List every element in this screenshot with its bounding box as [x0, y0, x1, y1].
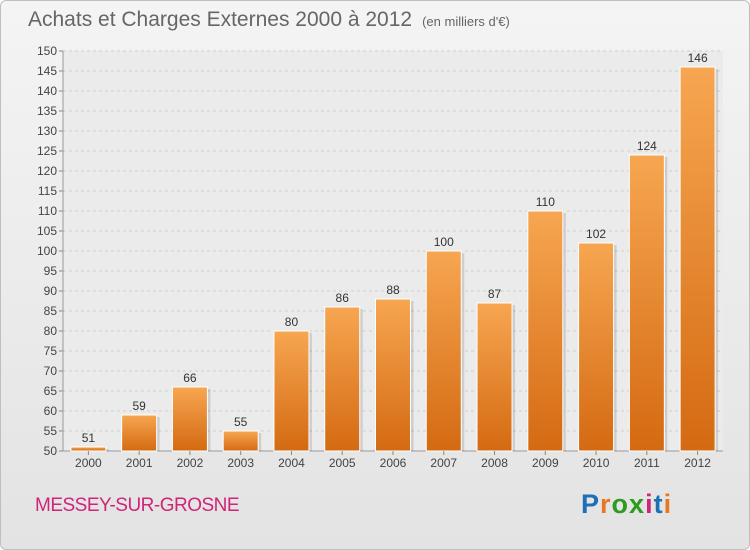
x-tick-label: 2009	[532, 456, 559, 470]
data-label: 87	[488, 287, 502, 301]
logo-letter: r	[600, 489, 612, 519]
x-tick-label: 2004	[278, 456, 305, 470]
bar	[222, 430, 259, 452]
data-label: 100	[434, 235, 454, 249]
y-tick-label: 55	[44, 424, 58, 438]
bar	[628, 154, 665, 452]
data-label: 51	[82, 431, 96, 445]
y-tick-label: 110	[38, 204, 57, 218]
y-tick-label: 90	[44, 284, 58, 298]
y-tick-label: 105	[37, 224, 57, 238]
bar	[425, 250, 462, 452]
chart-title: Achats et Charges Externes 2000 à 2012 (e…	[28, 8, 510, 32]
data-label: 59	[132, 399, 146, 413]
x-tick-label: 2003	[227, 456, 254, 470]
chart-subtitle: (en milliers d'€)	[422, 14, 510, 29]
y-tick-label: 85	[44, 304, 58, 318]
data-label: 102	[586, 227, 606, 241]
x-tick-label: 2011	[634, 456, 660, 470]
logo-letter: t	[653, 489, 664, 519]
x-tick-label: 2000	[75, 456, 102, 470]
y-tick-label: 150	[37, 44, 57, 58]
y-tick-label: 95	[44, 264, 58, 278]
logo-letter: x	[629, 489, 646, 519]
y-tick-label: 145	[37, 64, 57, 78]
y-tick-label: 65	[44, 384, 58, 398]
x-tick-label: 2005	[329, 456, 356, 470]
data-label: 80	[285, 315, 299, 329]
logo-letter: i	[663, 489, 673, 519]
y-tick-label: 50	[44, 444, 58, 458]
data-label: 146	[688, 51, 708, 65]
bar	[527, 210, 564, 452]
bar	[70, 446, 107, 452]
proxiti-logo: Proxiti	[581, 489, 672, 520]
x-tick-label: 2012	[684, 456, 711, 470]
bar	[171, 386, 208, 452]
x-tick-label: 2010	[583, 456, 610, 470]
x-tick-label: 2002	[177, 456, 204, 470]
bar	[273, 330, 310, 452]
y-tick-label: 135	[37, 104, 57, 118]
bar	[476, 302, 513, 452]
bar	[375, 298, 411, 452]
data-label: 66	[183, 371, 197, 385]
x-tick-label: 2006	[380, 456, 407, 470]
x-tick-label: 2007	[430, 456, 457, 470]
y-tick-label: 80	[44, 324, 58, 338]
data-label: 55	[234, 415, 248, 429]
bar	[679, 66, 716, 452]
bar	[324, 306, 361, 452]
data-label: 86	[336, 291, 350, 305]
chart-title-text: Achats et Charges Externes 2000 à 2012	[28, 8, 413, 31]
y-tick-label: 60	[44, 404, 58, 418]
y-tick-label: 140	[37, 84, 57, 98]
commune-name: MESSEY-SUR-GROSNE	[35, 495, 240, 516]
logo-letter: o	[611, 489, 630, 519]
data-label: 124	[637, 139, 657, 153]
x-tick-label: 2001	[126, 456, 153, 470]
logo-letter: P	[581, 489, 601, 519]
y-tick-label: 125	[37, 144, 57, 158]
y-tick-label: 100	[37, 244, 57, 258]
y-tick-label: 130	[37, 124, 57, 138]
y-tick-label: 70	[44, 364, 58, 378]
bar	[578, 242, 615, 452]
bar	[121, 414, 158, 452]
y-tick-label: 120	[37, 164, 57, 178]
logo-letter: i	[645, 489, 654, 519]
data-label: 110	[536, 195, 555, 209]
data-label: 88	[386, 283, 400, 297]
y-tick-label: 115	[38, 184, 57, 198]
x-tick-label: 2008	[481, 456, 508, 470]
y-tick-label: 75	[44, 344, 58, 358]
